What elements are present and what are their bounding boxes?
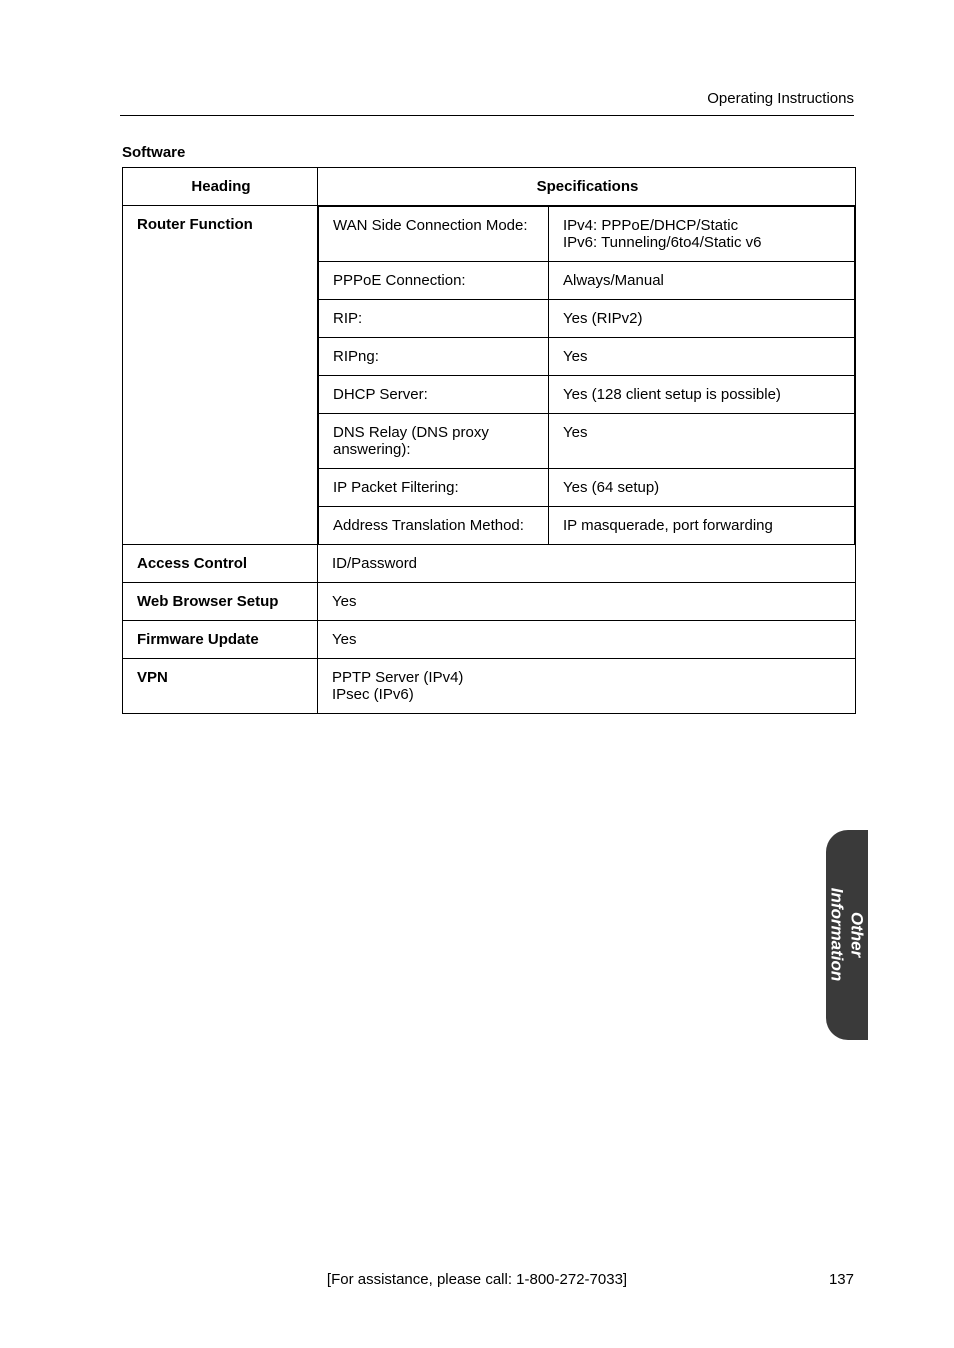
row-spec-nested: WAN Side Connection Mode: IPv4: PPPoE/DH… [318, 206, 856, 545]
inner-label: WAN Side Connection Mode: [319, 207, 549, 262]
inner-value: IP masquerade, port forwarding [549, 507, 855, 545]
inner-value: Yes [549, 338, 855, 376]
header-heading: Heading [123, 168, 318, 206]
inner-value: IPv4: PPPoE/DHCP/StaticIPv6: Tunneling/6… [549, 207, 855, 262]
inner-row: DHCP Server: Yes (128 client setup is po… [319, 376, 855, 414]
table-row: VPN PPTP Server (IPv4)IPsec (IPv6) [123, 659, 856, 714]
row-heading: Access Control [123, 545, 318, 583]
inner-label: IP Packet Filtering: [319, 469, 549, 507]
inner-value: Yes (128 client setup is possible) [549, 376, 855, 414]
inner-label: DHCP Server: [319, 376, 549, 414]
table-row: Router Function WAN Side Connection Mode… [123, 206, 856, 545]
inner-row: DNS Relay (DNS proxy answering): Yes [319, 414, 855, 469]
table-row: Access Control ID/Password [123, 545, 856, 583]
inner-row: RIP: Yes (RIPv2) [319, 300, 855, 338]
table-row: Web Browser Setup Yes [123, 583, 856, 621]
inner-table: WAN Side Connection Mode: IPv4: PPPoE/DH… [318, 206, 855, 544]
footer-assistance: [For assistance, please call: 1-800-272-… [0, 1271, 954, 1288]
inner-value: Always/Manual [549, 262, 855, 300]
side-tab: Other Information [826, 830, 868, 1040]
side-tab-line1: Other [848, 912, 867, 957]
inner-row: IP Packet Filtering: Yes (64 setup) [319, 469, 855, 507]
inner-label: DNS Relay (DNS proxy answering): [319, 414, 549, 469]
inner-label: Address Translation Method: [319, 507, 549, 545]
row-spec: Yes [318, 583, 856, 621]
page-container: Operating Instructions Software Heading … [0, 0, 954, 1348]
inner-row: WAN Side Connection Mode: IPv4: PPPoE/DH… [319, 207, 855, 262]
inner-label: PPPoE Connection: [319, 262, 549, 300]
inner-row: Address Translation Method: IP masquerad… [319, 507, 855, 545]
row-heading: VPN [123, 659, 318, 714]
row-spec: PPTP Server (IPv4)IPsec (IPv6) [318, 659, 856, 714]
table-header-row: Heading Specifications [123, 168, 856, 206]
row-heading: Firmware Update [123, 621, 318, 659]
side-tab-line2: Information [828, 888, 847, 982]
row-spec: ID/Password [318, 545, 856, 583]
inner-label: RIPng: [319, 338, 549, 376]
row-spec: Yes [318, 621, 856, 659]
section-title: Software [122, 144, 854, 161]
inner-label: RIP: [319, 300, 549, 338]
spec-table: Heading Specifications Router Function W… [122, 167, 856, 714]
footer-page-number: 137 [829, 1271, 854, 1288]
inner-value: Yes [549, 414, 855, 469]
table-row: Firmware Update Yes [123, 621, 856, 659]
inner-row: RIPng: Yes [319, 338, 855, 376]
inner-value: Yes (64 setup) [549, 469, 855, 507]
row-heading: Router Function [123, 206, 318, 545]
inner-row: PPPoE Connection: Always/Manual [319, 262, 855, 300]
header-specifications: Specifications [318, 168, 856, 206]
inner-value: Yes (RIPv2) [549, 300, 855, 338]
running-header: Operating Instructions [120, 90, 854, 116]
row-heading: Web Browser Setup [123, 583, 318, 621]
side-tab-text: Other Information [827, 888, 866, 982]
page-footer: [For assistance, please call: 1-800-272-… [0, 1271, 954, 1288]
